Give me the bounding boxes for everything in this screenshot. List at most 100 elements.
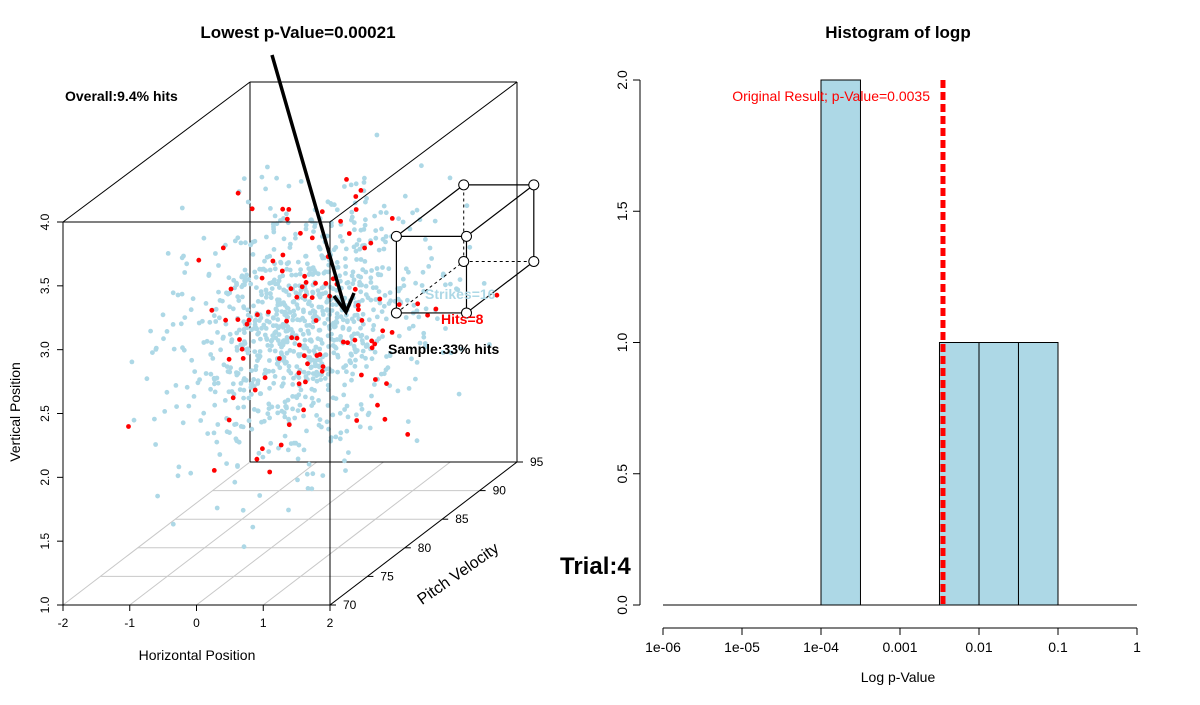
strike-point: [354, 412, 359, 418]
strike-point: [173, 383, 179, 388]
histogram-y-axis: 0.0 0.5 1.0 1.5 2.0: [614, 70, 641, 615]
strike-point: [267, 319, 272, 325]
strike-point: [258, 336, 263, 342]
strike-point: [396, 288, 401, 294]
floor-grid-line: [62, 461, 251, 606]
floor-grid-line: [262, 461, 451, 606]
strike-point: [324, 419, 330, 425]
strike-point: [275, 404, 281, 410]
strike-point: [362, 222, 368, 228]
strike-point: [377, 300, 383, 306]
strike-point: [229, 337, 235, 343]
strike-point: [245, 307, 251, 313]
strike-point: [266, 449, 272, 454]
strike-point: [309, 395, 315, 401]
strike-point: [335, 352, 340, 358]
strike-point: [161, 336, 166, 342]
strike-point: [279, 351, 284, 357]
hit-point: [226, 417, 232, 423]
strike-point: [241, 176, 247, 182]
strike-point: [374, 132, 380, 138]
strike-point: [268, 440, 274, 446]
strike-point: [365, 412, 371, 418]
strike-point: [290, 382, 296, 387]
strike-point: [293, 272, 299, 278]
strike-point: [270, 323, 276, 329]
strike-point: [352, 363, 358, 369]
strike-point: [256, 355, 262, 361]
strike-point: [241, 327, 247, 332]
strike-point: [352, 346, 358, 352]
strike-point: [363, 283, 369, 289]
strike-point: [207, 319, 213, 325]
strike-point: [344, 428, 350, 434]
strike-point: [175, 292, 181, 298]
hit-point: [358, 188, 364, 193]
strike-point: [384, 354, 389, 359]
hit-point: [279, 268, 285, 274]
strike-point: [242, 278, 248, 284]
strike-point: [250, 524, 256, 530]
strike-point: [264, 254, 270, 260]
strike-point: [295, 408, 301, 413]
hit-point: [323, 281, 329, 286]
strike-point: [265, 164, 270, 170]
hit-point: [288, 286, 294, 292]
strike-point: [330, 286, 336, 292]
strike-point: [277, 285, 282, 290]
strike-point: [304, 428, 309, 434]
strike-point: [340, 238, 345, 244]
histogram-x-tick-label: 1: [1133, 639, 1141, 655]
strike-point: [272, 277, 277, 283]
strike-point: [282, 414, 288, 420]
strike-point: [211, 430, 217, 436]
strike-point: [243, 240, 248, 246]
histogram-y-tick-label: 1.5: [614, 201, 630, 221]
strike-point: [306, 370, 311, 376]
strike-point: [287, 348, 293, 353]
strike-point: [280, 273, 286, 279]
strike-point: [276, 332, 282, 337]
strike-point: [227, 304, 233, 310]
strike-point: [256, 450, 262, 456]
x-tick-label: -2: [58, 616, 69, 630]
strike-point: [262, 371, 267, 377]
strike-point: [248, 242, 254, 248]
strike-point: [363, 292, 369, 297]
strike-point: [241, 376, 247, 381]
strike-point: [285, 397, 291, 403]
strike-point: [266, 368, 272, 374]
hit-point: [289, 335, 295, 341]
hit-point: [415, 301, 421, 307]
strike-point: [305, 355, 311, 360]
strike-point: [201, 410, 207, 416]
strike-point: [224, 461, 230, 466]
strike-point: [238, 366, 244, 372]
hit-point: [296, 381, 302, 387]
strike-point: [374, 266, 380, 271]
strike-point: [368, 280, 374, 285]
strike-point: [367, 425, 373, 431]
strike-point: [272, 348, 278, 354]
scatter3d-xlabel: Horizontal Position: [139, 647, 256, 663]
sample-cube-vertex: [460, 230, 472, 242]
strike-point: [209, 340, 215, 345]
strike-point: [371, 307, 376, 313]
strike-point: [331, 247, 337, 253]
strike-point: [300, 331, 306, 337]
strike-point: [298, 179, 304, 184]
strike-point: [259, 174, 265, 180]
strike-point: [330, 343, 336, 348]
hit-point: [297, 342, 302, 348]
strike-point: [334, 260, 340, 265]
strike-point: [305, 261, 310, 267]
strike-point: [388, 298, 393, 304]
x-tick-label: 1: [260, 616, 267, 630]
strike-point: [331, 337, 337, 343]
strike-point: [363, 344, 369, 349]
strike-point: [273, 329, 279, 335]
hit-point: [380, 328, 386, 334]
strike-point: [363, 217, 368, 223]
